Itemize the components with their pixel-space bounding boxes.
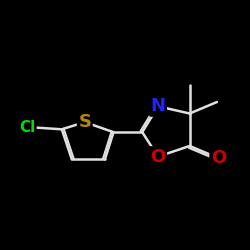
Text: O: O [211, 149, 226, 167]
Text: S: S [78, 113, 91, 131]
Text: O: O [150, 148, 166, 166]
Text: Cl: Cl [19, 120, 36, 134]
Text: N: N [150, 97, 166, 115]
